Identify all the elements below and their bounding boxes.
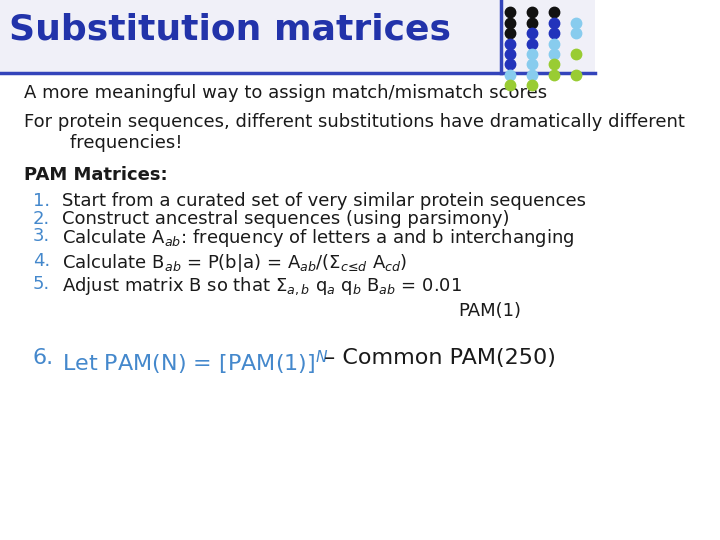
Text: PAM Matrices:: PAM Matrices:: [24, 166, 168, 184]
Text: 3.: 3.: [32, 227, 50, 245]
Text: Adjust matrix B so that Σ$_{a,b}$ q$_a$ q$_b$ B$_{ab}$ = 0.01: Adjust matrix B so that Σ$_{a,b}$ q$_a$ …: [63, 275, 462, 297]
FancyBboxPatch shape: [0, 0, 595, 73]
Text: Construct ancestral sequences (using parsimony): Construct ancestral sequences (using par…: [63, 210, 510, 227]
Text: – Common PAM(250): – Common PAM(250): [324, 348, 556, 368]
Text: For protein sequences, different substitutions have dramatically different: For protein sequences, different substit…: [24, 113, 685, 131]
Text: 1.: 1.: [32, 192, 50, 210]
Text: Substitution matrices: Substitution matrices: [9, 13, 451, 46]
Text: 6.: 6.: [32, 348, 54, 368]
Text: frequencies!: frequencies!: [24, 134, 182, 152]
Text: 2.: 2.: [32, 210, 50, 227]
Text: Start from a curated set of very similar protein sequences: Start from a curated set of very similar…: [63, 192, 587, 210]
Text: Calculate A$_{ab}$: frequency of letters a and b interchanging: Calculate A$_{ab}$: frequency of letters…: [63, 227, 575, 249]
Text: PAM(1): PAM(1): [458, 302, 521, 320]
Text: 4.: 4.: [32, 252, 50, 269]
Text: A more meaningful way to assign match/mismatch scores: A more meaningful way to assign match/mi…: [24, 84, 547, 102]
Text: Calculate B$_{ab}$ = P(b|a) = A$_{ab}$/(Σ$_{c≤d}$ A$_{cd}$): Calculate B$_{ab}$ = P(b|a) = A$_{ab}$/(…: [63, 252, 408, 274]
Text: Let PAM(N) = [PAM(1)]$^N$: Let PAM(N) = [PAM(1)]$^N$: [63, 348, 329, 376]
Text: 5.: 5.: [32, 275, 50, 293]
